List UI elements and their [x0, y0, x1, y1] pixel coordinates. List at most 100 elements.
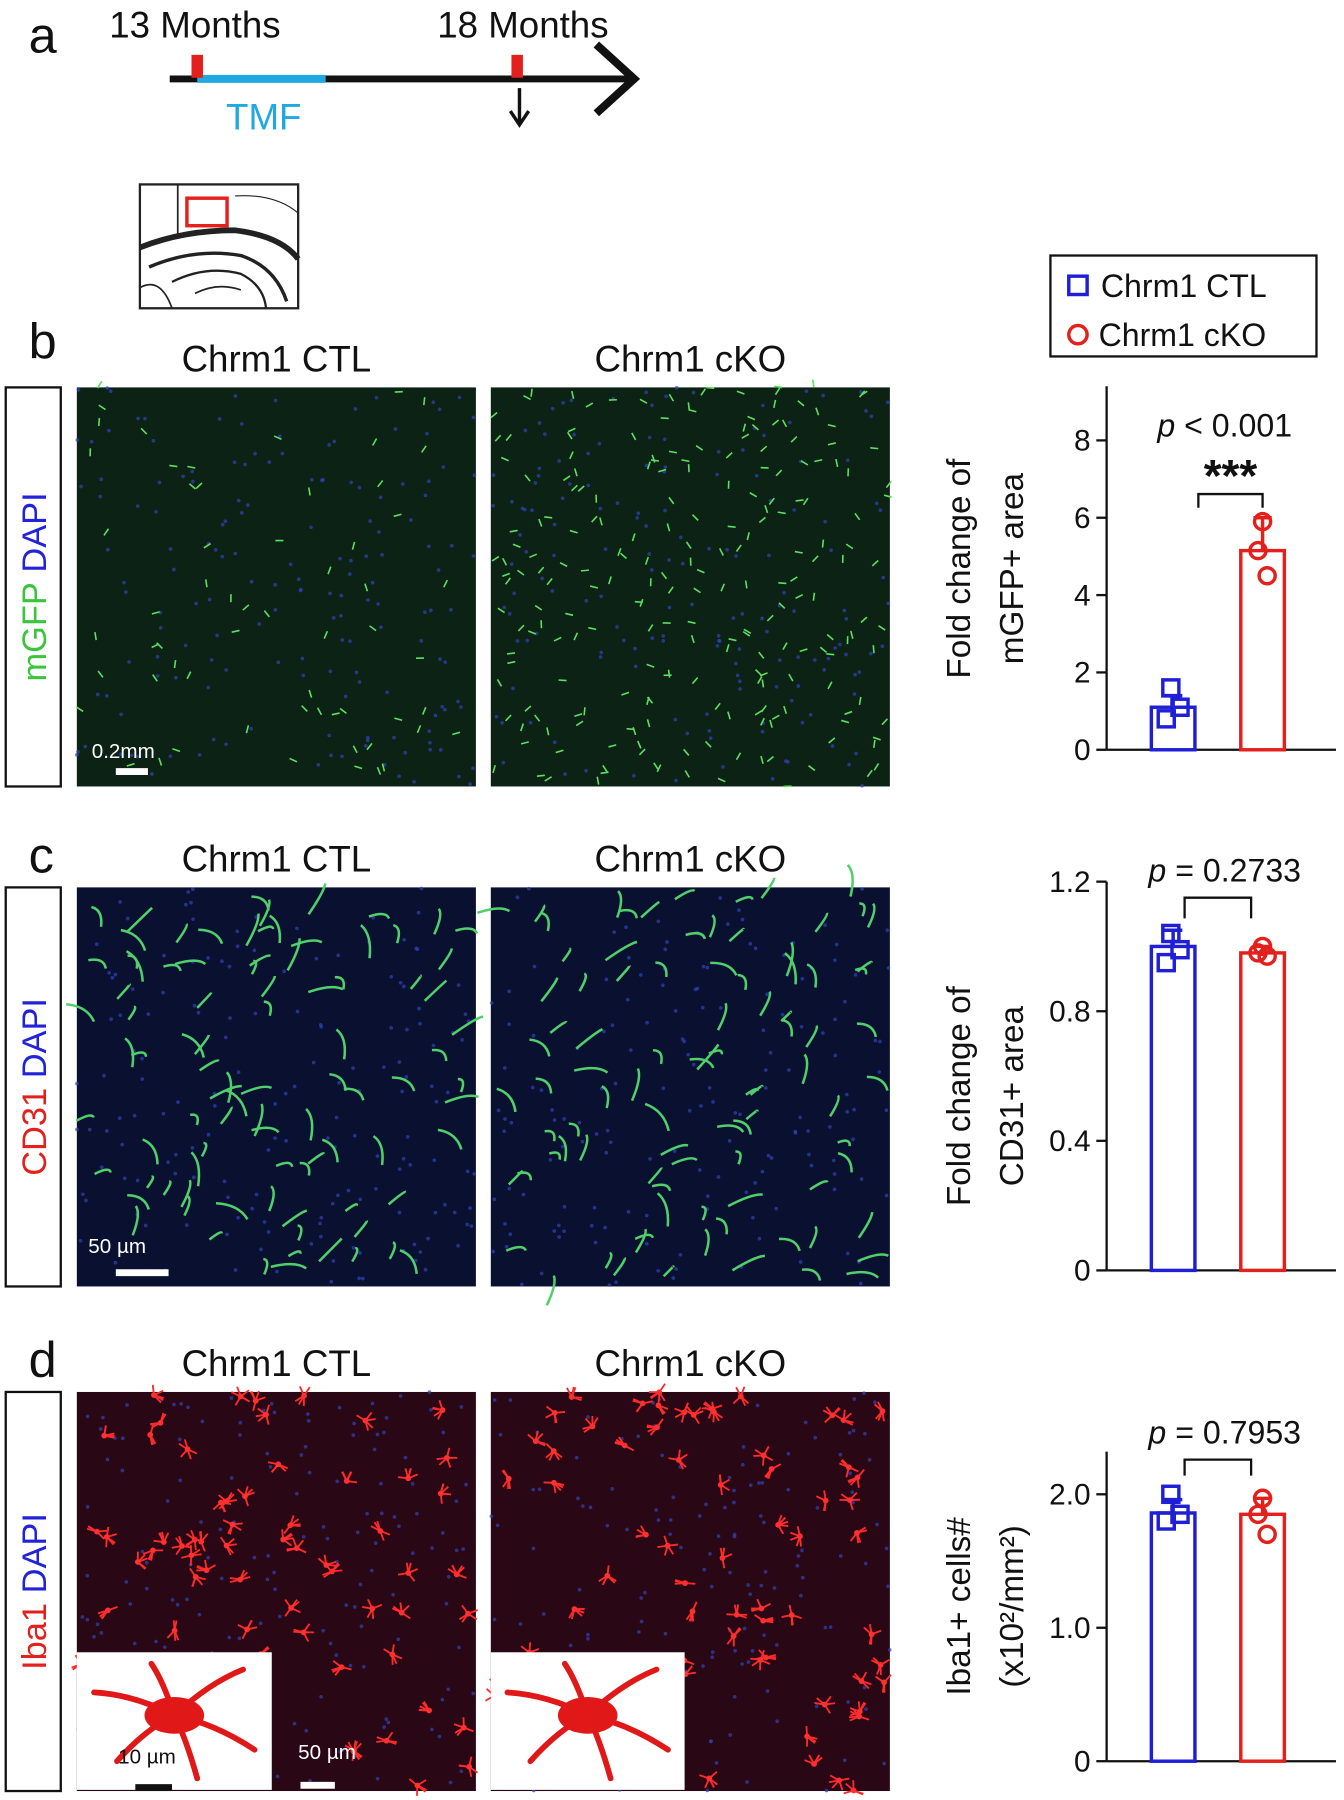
- gfp-process: [589, 585, 599, 589]
- nucleus: [331, 616, 336, 620]
- nucleus: [589, 1223, 594, 1228]
- microglia-soma: [788, 1612, 795, 1618]
- vessel: [209, 1084, 242, 1100]
- vessel: [857, 1253, 889, 1263]
- microglia-branch: [527, 1712, 591, 1765]
- nucleus: [723, 1505, 727, 1510]
- gfp-process: [812, 592, 816, 601]
- nucleus: [608, 1140, 613, 1145]
- nucleus: [351, 1433, 356, 1437]
- nucleus: [463, 1012, 468, 1017]
- gfp-process: [555, 749, 564, 754]
- gfp-process: [778, 602, 786, 609]
- microglia-soma: [405, 1570, 412, 1576]
- nucleus: [436, 568, 441, 572]
- nucleus: [375, 1154, 380, 1158]
- gfp-process: [507, 660, 516, 665]
- microglia-soma: [192, 1574, 199, 1580]
- nucleus: [113, 972, 118, 977]
- nucleus: [427, 1390, 432, 1394]
- gfp-process: [366, 742, 373, 751]
- nucleus: [639, 1619, 644, 1624]
- gfp-process: [827, 681, 833, 690]
- microglia-soma: [811, 1761, 817, 1767]
- nucleus: [509, 499, 514, 504]
- nucleus: [140, 1549, 145, 1554]
- nucleus: [821, 1031, 825, 1035]
- gfp-process: [204, 579, 208, 588]
- gfp-process: [795, 499, 804, 502]
- nucleus: [770, 777, 775, 781]
- nucleus: [318, 1022, 323, 1027]
- gfp-process: [687, 620, 696, 625]
- nucleus: [644, 1241, 649, 1246]
- nucleus: [766, 1153, 771, 1158]
- vessel: [785, 941, 795, 977]
- nucleus: [368, 519, 372, 523]
- nucleus: [410, 1551, 415, 1556]
- nucleus: [803, 1420, 808, 1425]
- panel-letter: b: [29, 313, 57, 370]
- nucleus: [763, 1569, 768, 1574]
- gfp-process: [885, 480, 892, 489]
- nucleus: [79, 484, 83, 489]
- nucleus: [663, 1631, 668, 1636]
- nucleus: [832, 1172, 837, 1176]
- nucleus: [238, 1420, 243, 1425]
- nucleus: [223, 1035, 228, 1040]
- gfp-process: [782, 642, 788, 651]
- nucleus: [502, 1066, 507, 1070]
- nucleus: [336, 953, 341, 958]
- nucleus: [409, 518, 413, 522]
- nucleus: [349, 558, 353, 563]
- gfp-process: [599, 517, 603, 526]
- nucleus: [557, 459, 561, 463]
- microglia-soma: [223, 1498, 230, 1505]
- nucleus: [786, 1487, 791, 1492]
- nucleus: [382, 1065, 386, 1069]
- nucleus: [314, 956, 319, 961]
- nucleus: [727, 1475, 732, 1480]
- vessel: [270, 1262, 307, 1270]
- nucleus: [222, 1179, 227, 1184]
- nucleus: [404, 1075, 409, 1079]
- gfp-process: [872, 736, 881, 741]
- data-point: [1248, 943, 1268, 963]
- vessel: [866, 1075, 889, 1091]
- gfp-process: [870, 447, 879, 450]
- nucleus: [774, 684, 779, 689]
- nucleus: [416, 910, 421, 915]
- nucleus: [847, 1431, 852, 1435]
- harvest-arrowhead: [508, 110, 531, 128]
- nucleus: [852, 1397, 857, 1401]
- nucleus: [331, 1259, 336, 1263]
- nucleus: [833, 1017, 837, 1022]
- nucleus: [586, 1415, 590, 1419]
- nucleus: [498, 1432, 503, 1437]
- microglia-soma: [550, 1448, 557, 1454]
- microglia-soma: [218, 1499, 224, 1506]
- vessel: [334, 975, 346, 990]
- nucleus: [431, 400, 436, 405]
- vessel: [127, 1005, 137, 1021]
- microglia-soma: [188, 1552, 195, 1559]
- nucleus: [105, 1457, 110, 1462]
- nucleus: [311, 1060, 316, 1065]
- data-point: [1161, 1484, 1181, 1505]
- nucleus: [292, 1084, 297, 1089]
- nucleus: [753, 946, 758, 951]
- nucleus: [731, 616, 736, 620]
- nucleus: [351, 1246, 356, 1250]
- gfp-process: [768, 497, 775, 505]
- microglia-soma: [338, 1664, 345, 1671]
- microglia-soma: [505, 1475, 512, 1482]
- nucleus: [656, 1518, 661, 1522]
- vessel: [671, 1157, 698, 1166]
- nucleus: [303, 1444, 308, 1449]
- nucleus: [273, 607, 278, 612]
- nucleus: [186, 890, 191, 894]
- nucleus: [708, 1552, 712, 1556]
- gfp-process: [316, 707, 323, 716]
- gfp-process: [835, 458, 839, 468]
- nucleus: [719, 1006, 723, 1010]
